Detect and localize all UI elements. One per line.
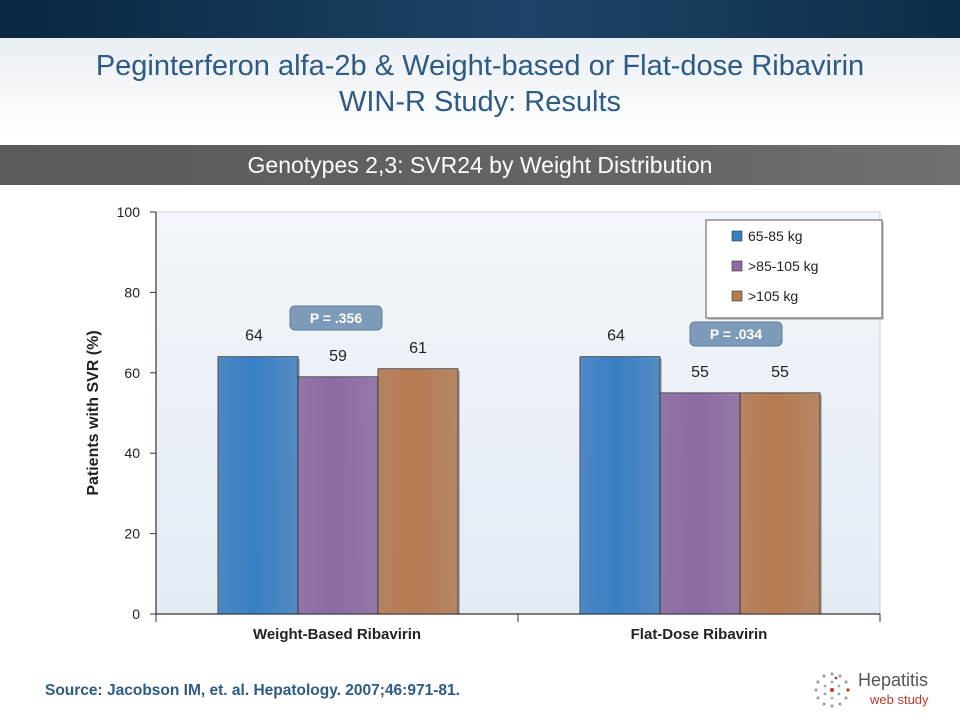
x-tick-label: Flat-Dose Ribavirin (631, 626, 768, 643)
chart-subtitle: Genotypes 2,3: SVR24 by Weight Distribut… (247, 152, 713, 178)
page-title: Peginterferon alfa-2b & Weight-based or … (0, 48, 960, 120)
brand-name: Hepatitis (858, 670, 929, 690)
title-line-1: Peginterferon alfa-2b & Weight-based or … (95, 50, 865, 82)
data-label: 55 (771, 364, 789, 381)
subtitle-bar (0, 145, 960, 185)
y-tick-label: 40 (124, 445, 140, 461)
p-value-badge (289, 305, 383, 331)
brand-subtitle: web study (870, 692, 929, 707)
y-tick-label: 100 (117, 204, 141, 220)
p-value-label: P = .034 (710, 326, 763, 342)
header-top-band (0, 0, 960, 38)
bar (377, 368, 459, 615)
header-body (0, 38, 960, 136)
legend-label: >85-105 kg (748, 258, 818, 274)
data-label: 59 (329, 348, 347, 365)
bar-chart: 0 20 40 60 80 100 Patients with SVR (%) 64 59 61 W… (85, 204, 884, 643)
y-tick-label: 20 (124, 526, 140, 542)
data-label: 61 (409, 340, 427, 357)
bar (739, 392, 821, 615)
data-label: 64 (607, 328, 625, 345)
legend-label: 65-85 kg (748, 228, 802, 244)
bar (579, 356, 661, 615)
y-tick-label: 80 (124, 284, 140, 300)
y-tick-label: 0 (132, 606, 140, 622)
data-label: 55 (691, 364, 709, 381)
p-value-label: P = .356 (310, 310, 363, 326)
header-banner (0, 0, 960, 136)
bar (217, 356, 299, 615)
bar (659, 392, 741, 615)
source-citation: Source: Jacobson IM, et. al. Hepatology.… (45, 682, 460, 699)
legend-swatch (731, 290, 743, 302)
data-label: 64 (245, 328, 263, 345)
legend-label: >105 kg (748, 288, 798, 304)
brand-logo: Hepatitis web study (812, 668, 952, 714)
dots-logo-icon (814, 672, 850, 708)
y-axis-label: Patients with SVR (%) (85, 330, 102, 495)
bar (297, 376, 379, 615)
p-value-badge (689, 321, 783, 347)
legend-swatch (731, 260, 743, 272)
y-tick-label: 60 (124, 365, 140, 381)
legend-swatch (731, 230, 743, 242)
title-line-2: WIN-R Study: Results (339, 86, 621, 118)
x-tick-label: Weight-Based Ribavirin (253, 626, 421, 643)
chart-container: 0 20 40 60 80 100 Patients with SVR (%) 64 59 61 W… (0, 190, 960, 650)
